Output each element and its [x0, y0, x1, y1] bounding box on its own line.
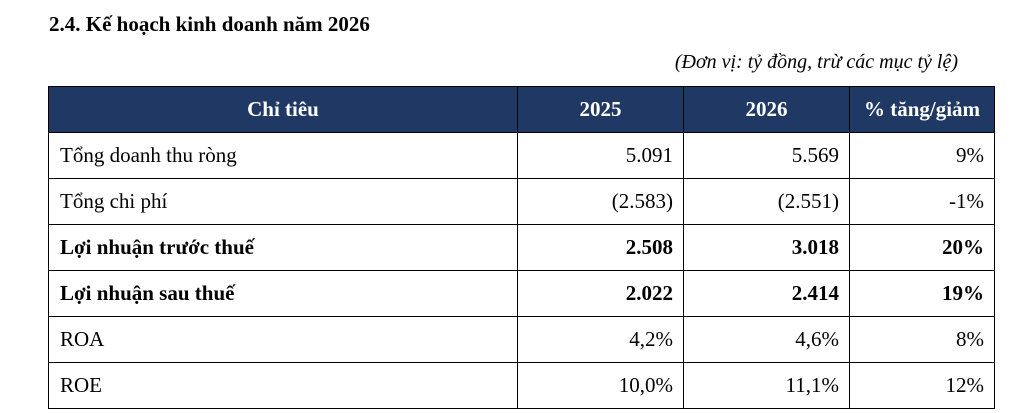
header-change: % tăng/giảm [849, 86, 995, 133]
value-2026: 11,1% [683, 362, 850, 409]
table-row-profit-after-tax: Lợi nhuận sau thuế 2.022 2.414 19% [48, 270, 995, 317]
value-2026: 4,6% [683, 316, 850, 363]
header-2025: 2025 [517, 86, 684, 133]
value-2026: 5.569 [683, 132, 850, 179]
value-2026: 3.018 [683, 224, 850, 271]
table-row-roa: ROA 4,2% 4,6% 8% [48, 316, 995, 363]
value-2025: 2.508 [517, 224, 684, 271]
table-row-profit-before-tax: Lợi nhuận trước thuế 2.508 3.018 20% [48, 224, 995, 271]
unit-note: (Đơn vị: tỷ đồng, trừ các mục tỷ lệ) [674, 51, 958, 73]
value-change: 12% [849, 362, 995, 409]
business-plan-table: Chỉ tiêu 2025 2026 % tăng/giảm Tổng doan… [48, 86, 995, 409]
table-row-total-expense: Tổng chi phí (2.583) (2.551) -1% [48, 178, 995, 225]
value-change: 9% [849, 132, 995, 179]
value-change: 8% [849, 316, 995, 363]
header-2026: 2026 [683, 86, 850, 133]
value-change: 19% [849, 270, 995, 317]
value-change: -1% [849, 178, 995, 225]
value-2026: 2.414 [683, 270, 850, 317]
header-indicator: Chỉ tiêu [48, 86, 518, 133]
value-2025: 5.091 [517, 132, 684, 179]
row-label: ROE [48, 362, 518, 409]
value-change: 20% [849, 224, 995, 271]
value-2026: (2.551) [683, 178, 850, 225]
row-label: Lợi nhuận trước thuế [48, 224, 518, 271]
row-label: Lợi nhuận sau thuế [48, 270, 518, 317]
row-label: Tổng doanh thu ròng [48, 132, 518, 179]
value-2025: 10,0% [517, 362, 684, 409]
row-label: Tổng chi phí [48, 178, 518, 225]
section-title: 2.4. Kế hoạch kinh doanh năm 2026 [49, 12, 370, 36]
table-header-row: Chỉ tiêu 2025 2026 % tăng/giảm [48, 86, 995, 133]
value-2025: 2.022 [517, 270, 684, 317]
value-2025: (2.583) [517, 178, 684, 225]
table-row-net-revenue: Tổng doanh thu ròng 5.091 5.569 9% [48, 132, 995, 179]
table-row-roe: ROE 10,0% 11,1% 12% [48, 362, 995, 409]
value-2025: 4,2% [517, 316, 684, 363]
row-label: ROA [48, 316, 518, 363]
